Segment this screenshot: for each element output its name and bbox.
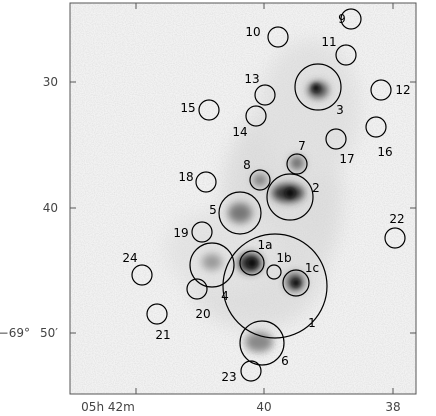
region-circle-20 (186, 278, 208, 300)
region-label-1c: 1c (305, 261, 319, 275)
region-circle-24 (131, 264, 153, 286)
region-label-12: 12 (395, 83, 410, 97)
region-label-17: 17 (339, 152, 354, 166)
region-label-1: 1 (308, 316, 316, 330)
region-circle-6 (239, 320, 285, 366)
region-circle-7 (286, 153, 308, 175)
region-circle-2 (266, 173, 314, 221)
y-tick-sublabel: 50′ (40, 326, 58, 340)
region-label-11: 11 (321, 35, 336, 49)
region-circle-13 (254, 84, 276, 106)
region-label-3: 3 (336, 103, 344, 117)
axis-ticks (70, 3, 416, 394)
region-overlays: 11a1b1c234567891011121314151617181920212… (122, 8, 411, 384)
region-circle-1b (266, 264, 282, 280)
region-label-14: 14 (232, 125, 247, 139)
region-label-15: 15 (180, 101, 195, 115)
region-circle-3 (294, 63, 342, 111)
region-circle-4 (189, 242, 235, 288)
region-circle-1 (222, 233, 328, 339)
region-circle-16 (365, 116, 387, 138)
region-label-24: 24 (122, 251, 137, 265)
region-circle-1c (282, 269, 310, 297)
region-label-18: 18 (178, 170, 193, 184)
region-circle-23 (240, 360, 262, 382)
y-tick-label: 40 (43, 201, 58, 215)
region-label-9: 9 (338, 12, 346, 26)
region-label-20: 20 (195, 307, 210, 321)
region-label-22: 22 (389, 212, 404, 226)
region-label-4: 4 (221, 289, 229, 303)
x-tick-label: 05h 42m (81, 400, 135, 414)
region-label-7: 7 (298, 139, 306, 153)
region-circle-18 (195, 171, 217, 193)
nebula-image (70, 3, 416, 394)
region-label-2: 2 (312, 181, 320, 195)
region-circle-22 (384, 227, 406, 249)
region-circle-8 (249, 169, 271, 191)
region-circle-12 (370, 79, 392, 101)
region-circle-17 (325, 128, 347, 150)
region-circle-21 (146, 303, 168, 325)
region-label-1b: 1b (276, 251, 291, 265)
region-label-6: 6 (281, 354, 289, 368)
region-circle-11 (335, 44, 357, 66)
plot-frame (69, 2, 417, 395)
region-label-5: 5 (209, 203, 217, 217)
x-tick-label: 38 (385, 400, 400, 414)
region-label-10: 10 (245, 25, 260, 39)
region-label-23: 23 (221, 370, 236, 384)
region-label-19: 19 (173, 226, 188, 240)
region-label-21: 21 (155, 328, 170, 342)
region-circle-1a (239, 250, 265, 276)
region-circle-14 (245, 105, 267, 127)
region-circle-9 (340, 8, 362, 30)
region-label-16: 16 (377, 145, 392, 159)
region-circle-5 (218, 191, 262, 235)
y-tick-label: −69° (0, 326, 30, 340)
region-label-1a: 1a (258, 238, 273, 252)
region-label-8: 8 (243, 158, 251, 172)
region-label-13: 13 (244, 72, 259, 86)
x-tick-label: 40 (256, 400, 271, 414)
region-circle-19 (191, 221, 213, 243)
region-circle-10 (267, 26, 289, 48)
region-circle-15 (198, 99, 220, 121)
y-tick-label: 30 (43, 75, 58, 89)
